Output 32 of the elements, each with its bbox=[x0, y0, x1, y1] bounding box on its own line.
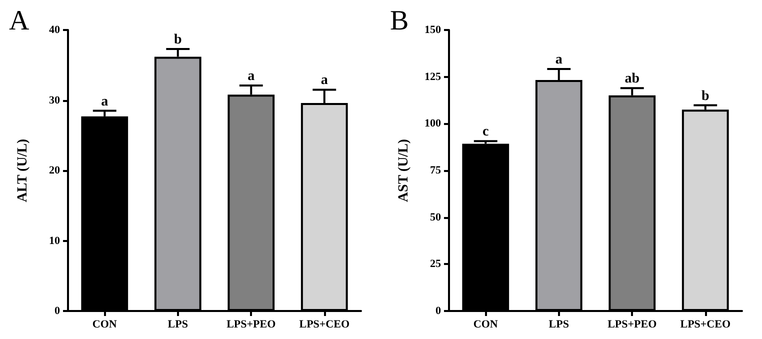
x-tick-label: LPS+PEO bbox=[608, 318, 658, 330]
y-tick-label: 125 bbox=[424, 70, 442, 83]
annotation: b bbox=[701, 88, 710, 104]
annotation: a bbox=[320, 73, 328, 88]
y-tick-label: 0 bbox=[436, 305, 442, 317]
annotation: c bbox=[482, 124, 489, 140]
annotation: ab bbox=[624, 72, 640, 87]
x-tick-label: LPS+CEO bbox=[299, 318, 350, 330]
y-tick-label: 100 bbox=[424, 118, 442, 130]
y-tick-label: 20 bbox=[49, 164, 60, 176]
x-tick-label: LPS bbox=[548, 318, 569, 330]
y-axis-title: ALT (U/L) bbox=[16, 138, 30, 202]
y-tick-label: 10 bbox=[49, 234, 60, 247]
annotation: a bbox=[101, 94, 108, 110]
y-tick-label: 25 bbox=[430, 258, 442, 270]
annotation: b bbox=[174, 32, 182, 48]
y-tick-label: 150 bbox=[424, 24, 442, 36]
chart-title: B bbox=[390, 6, 409, 36]
y-tick-label: 30 bbox=[49, 94, 60, 106]
y-tick-label: 40 bbox=[49, 24, 60, 36]
chart-title: A bbox=[9, 6, 30, 36]
x-tick-label: CON bbox=[473, 318, 498, 330]
y-tick-label: 75 bbox=[430, 164, 442, 176]
x-tick-label: CON bbox=[92, 318, 117, 330]
x-tick-label: LPS bbox=[168, 318, 188, 330]
y-tick-label: 50 bbox=[430, 211, 442, 224]
x-tick-label: LPS+PEO bbox=[226, 318, 276, 330]
x-tick-label: LPS+CEO bbox=[680, 318, 731, 330]
y-tick-label: 0 bbox=[54, 305, 60, 317]
annotation: a bbox=[555, 52, 562, 68]
annotation: a bbox=[248, 68, 255, 84]
y-axis-title: AST (U/L) bbox=[396, 138, 412, 202]
